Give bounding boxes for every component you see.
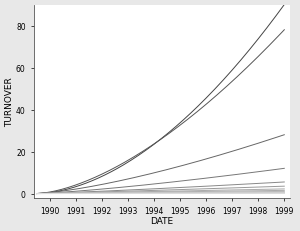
Y-axis label: TURNOVER: TURNOVER [6,77,15,126]
X-axis label: DATE: DATE [150,216,173,225]
